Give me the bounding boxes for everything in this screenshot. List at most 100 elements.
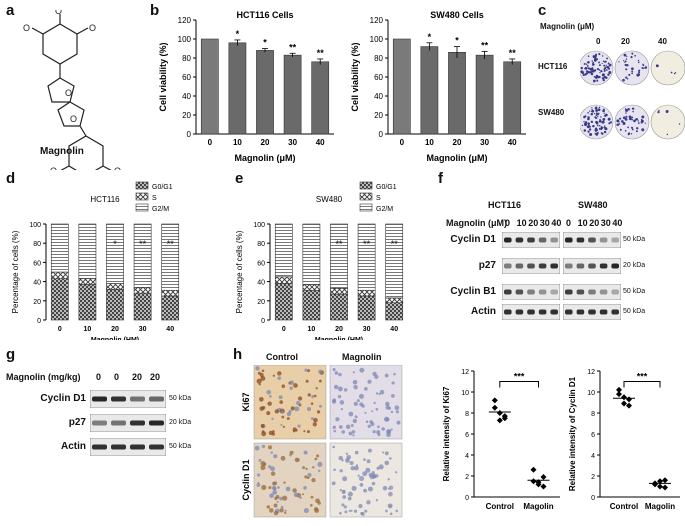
colony-dot	[594, 69, 596, 71]
colony-dot	[665, 110, 669, 113]
blot-band	[515, 237, 524, 243]
ihc-cell	[348, 431, 353, 436]
ihc-cell	[395, 410, 400, 414]
ihc-cell	[314, 394, 317, 398]
blot-strip	[90, 414, 166, 432]
blot-band	[515, 289, 524, 295]
ihc-cell	[384, 373, 389, 378]
ihc-tile	[253, 365, 327, 440]
colony-dot	[636, 127, 639, 130]
ihc-cell	[305, 467, 308, 471]
magnolin-structure-diagram: O O O O O O O	[23, 10, 121, 170]
y-tick-label: 40	[374, 92, 383, 101]
colony-dot	[625, 109, 628, 112]
y-axis-label: Cell viability (%)	[158, 42, 168, 111]
chart-e-cellcycle-sw480: SW480 0 20 40 60 80 100 0 10 ** 20 ** 30 ** 40 Magnolin…	[235, 181, 404, 340]
ihc-cell	[310, 402, 314, 405]
panel-g-letter: g	[6, 346, 16, 363]
blot-band	[111, 420, 126, 426]
ihc-cell	[377, 425, 380, 429]
legend-label: G0/G1	[376, 184, 397, 191]
blot-band	[92, 396, 107, 402]
colony-dot	[637, 59, 640, 62]
blot-f-dose-label: Magnolin (μM)	[446, 218, 507, 228]
ihc-cell	[343, 505, 347, 509]
colony-dot	[637, 120, 639, 122]
blot-strip	[502, 232, 560, 248]
compound-name: Magnolin	[40, 146, 84, 157]
ihc-cell	[342, 476, 348, 482]
stack-segment	[78, 278, 97, 285]
colony-col-40: 40	[658, 37, 667, 46]
ihc-cell	[257, 473, 261, 477]
colony-dot	[592, 79, 596, 83]
ihc-cell	[268, 465, 272, 469]
kda-marker: 20 kDa	[169, 419, 192, 426]
ihc-cell	[304, 475, 308, 479]
colony-dot	[595, 109, 598, 112]
colony-dot	[587, 60, 590, 64]
colony-dot	[673, 72, 676, 75]
ihc-micrographs: Ki67 Cyclin D1	[241, 365, 403, 518]
ihc-cell	[359, 393, 364, 399]
x-axis-label: Magnolin (HM)	[315, 337, 363, 340]
ihc-cell	[307, 472, 312, 478]
blot-band	[550, 289, 558, 295]
blot-f-title-sw480: SW480	[578, 200, 608, 210]
ihc-cell	[359, 367, 365, 373]
colony-dot	[602, 60, 605, 62]
colony-dot	[586, 125, 590, 129]
ihc-cell	[307, 369, 311, 373]
colony-dot	[583, 129, 587, 132]
ihc-cell	[309, 504, 313, 507]
colony-dot	[609, 121, 612, 124]
ihc-cell	[312, 422, 317, 427]
colony-dot	[644, 122, 646, 124]
blot-row-label: p27	[68, 417, 86, 428]
ihc-cell	[371, 481, 376, 486]
colony-dot	[616, 119, 620, 123]
chart-b-sw480: SW480 Cells 0 20 40 60 80 100 120 0 * 10 * 20 ** 30 ** 4…	[350, 10, 526, 163]
ihc-cell	[382, 451, 385, 454]
blot-band	[550, 237, 558, 243]
colony-dot	[592, 55, 596, 59]
ihc-cell	[314, 507, 318, 512]
ihc-cell	[372, 371, 377, 377]
lane-dose-label: 20	[528, 218, 539, 228]
colony-dot	[621, 120, 624, 123]
ihc-cell	[303, 508, 309, 514]
stack-segment	[302, 284, 321, 291]
ihc-cell	[371, 410, 374, 413]
colony-dot	[591, 107, 593, 109]
blot-background	[90, 438, 166, 456]
colony-dot	[599, 72, 601, 74]
blot-band	[599, 237, 608, 243]
ihc-cell	[345, 452, 349, 455]
significance-label: **	[167, 239, 175, 249]
ihc-cell	[344, 510, 348, 514]
data-point	[491, 397, 498, 404]
colony-dot	[589, 133, 593, 137]
colony-dot	[592, 124, 595, 128]
ihc-cell	[353, 509, 358, 513]
bar	[228, 42, 247, 135]
legend-swatch	[135, 203, 149, 212]
colony-dose-header: Magnolin (μM)	[540, 22, 595, 31]
significance-label: *	[263, 38, 267, 48]
colony-col-20: 20	[621, 37, 630, 46]
ihc-cell	[347, 491, 353, 497]
ihc-cell	[367, 448, 372, 453]
colony-plate	[650, 50, 685, 86]
legend-swatch	[359, 192, 373, 201]
ihc-cell	[385, 405, 391, 410]
colony-dot	[605, 64, 608, 66]
ihc-cell	[278, 395, 283, 400]
blot-band	[588, 309, 596, 315]
y-tick-label: 10	[587, 390, 595, 397]
colony-dot	[625, 112, 627, 114]
colony-dot	[678, 123, 681, 125]
colony-dot	[591, 60, 594, 62]
ihc-cell	[286, 417, 290, 421]
blot-band	[538, 289, 547, 295]
ihc-cell	[266, 505, 271, 509]
